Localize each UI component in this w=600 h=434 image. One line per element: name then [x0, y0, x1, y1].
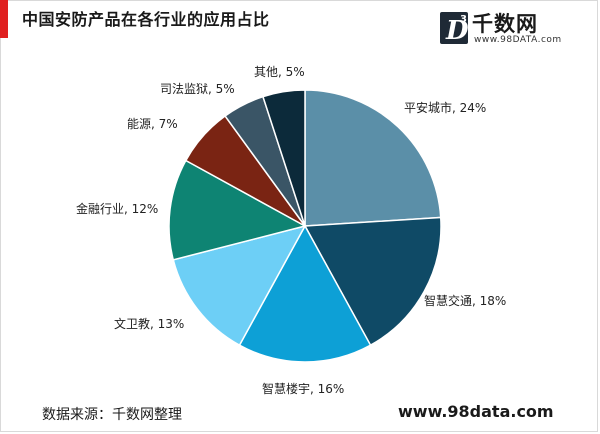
pie-labels: 平安城市, 24% 智慧交通, 18% 智慧楼宇, 16% 文卫教, 13% 金融行业,… — [76, 65, 506, 396]
logo-superscript: 3 — [460, 14, 467, 25]
pie-label-0: 平安城市, 24% — [404, 100, 486, 115]
logo-d3-icon: D 3 — [440, 12, 469, 46]
pie-label-5: 能源, 7% — [127, 117, 178, 131]
pie-slice-4 — [168, 159, 308, 261]
logo-brand-name: 千数网 — [472, 12, 538, 36]
pie-label-2: 智慧楼宇, 16% — [262, 381, 344, 396]
pie-slices — [168, 89, 442, 363]
pie-label-1: 智慧交通, 18% — [424, 293, 506, 308]
logo-glyph: D — [445, 16, 469, 46]
page-title: 中国安防产品在各行业的应用占比 — [22, 10, 270, 29]
pie-slice-2 — [238, 224, 372, 363]
pie-slice-7 — [262, 89, 306, 227]
data-source-note: 数据来源：千数网整理 — [42, 407, 182, 423]
pie-label-3: 文卫教, 13% — [114, 316, 184, 331]
pie-label-7: 其他, 5% — [254, 65, 305, 79]
pie-slice-0 — [304, 89, 442, 227]
site-url: www.98data.com — [398, 402, 554, 421]
title-accent-bar — [0, 0, 8, 38]
logo-url: www.98DATA.com — [474, 35, 562, 45]
brand-logo: D 3 千数网 www.98DATA.com — [438, 8, 588, 52]
pie-slice-1 — [303, 216, 442, 347]
pie-label-4: 金融行业, 12% — [76, 201, 158, 216]
pie-label-6: 司法监狱, 5% — [160, 82, 235, 96]
pie-slice-3 — [172, 224, 307, 347]
